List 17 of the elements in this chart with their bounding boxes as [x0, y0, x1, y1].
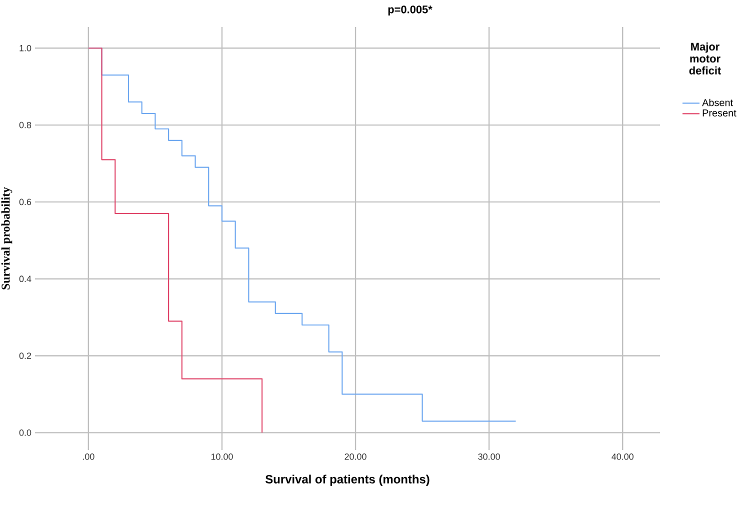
legend-label: Absent	[702, 98, 733, 106]
y-tick-label: 0.8	[19, 122, 32, 128]
legend-label: Present	[702, 110, 736, 116]
y-tick-label: 0.4	[19, 276, 32, 282]
x-tick-label: 30.00	[478, 454, 500, 460]
y-axis-title: Survival probability	[1, 187, 12, 290]
x-tick-label: 10.00	[211, 454, 233, 460]
x-tick-label: 40.00	[612, 454, 634, 460]
legend-title: Major motor deficit	[689, 42, 722, 74]
y-tick-label: 0.2	[19, 352, 32, 359]
x-tick-label: 20.00	[344, 454, 366, 460]
y-tick-label: 0.6	[19, 198, 32, 206]
y-tick-label: 1.0	[20, 44, 32, 52]
x-tick-label: .00	[83, 454, 94, 460]
y-tick-label: 0.0	[19, 430, 32, 436]
x-axis-title: Survival of patients (months)	[265, 474, 430, 486]
chart-title: p=0.005*	[388, 6, 432, 16]
